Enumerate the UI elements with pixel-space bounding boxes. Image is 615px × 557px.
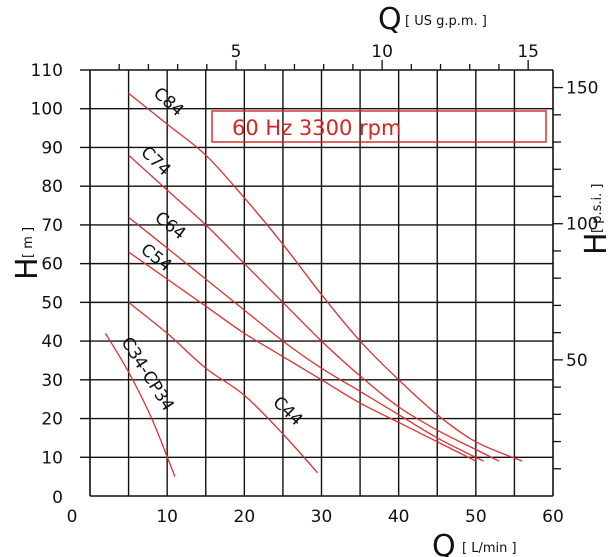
y-tick-label: 40 (41, 332, 63, 352)
curve-label-c84: C84 (149, 84, 187, 121)
y-axis-unit: [ m ] (21, 227, 36, 258)
y2-tick-label: 150 (566, 79, 598, 99)
y-tick-label: 70 (41, 216, 63, 236)
x-tick-label: 20 (234, 507, 256, 527)
y-tick-label: 30 (41, 371, 63, 391)
y-tick-label: 60 (41, 255, 63, 275)
curve-c74 (128, 154, 500, 462)
y-tick-label: 20 (41, 410, 63, 430)
curve-label-c34-cp34: C34-CP34 (117, 334, 178, 415)
y2-axis-symbol: H (579, 232, 614, 255)
y-axis-title: H [ m ] (10, 227, 45, 280)
x-tick-label: 0 (67, 507, 78, 527)
x2-axis-title: Q [ US g.p.m. ] (378, 2, 487, 37)
y-tick-label: 100 (31, 100, 63, 120)
y-tick-label: 50 (41, 293, 63, 313)
curve-c54 (128, 251, 477, 462)
banner-box (211, 110, 547, 143)
curve-label-c74: C74 (136, 143, 174, 181)
x2-axis-symbol: Q (378, 2, 402, 37)
x-axis-unit: [ L/min ] (462, 541, 517, 556)
banner-text: 60 Hz 3300 rpm (232, 116, 401, 140)
x2-tick-label: 10 (371, 42, 393, 62)
x-axis-symbol: Q (432, 529, 456, 557)
x2-axis-unit: [ US g.p.m. ] (405, 14, 487, 29)
axis-ticks: 0 10 20 30 40 50 60 0 10 20 30 40 50 60 70 80 90 100 110 5 1… (31, 42, 599, 527)
curve-c84 (128, 92, 523, 462)
banner: 60 Hz 3300 rpm (211, 110, 547, 143)
plot-frame (89, 69, 554, 497)
y-tick-label: 110 (31, 61, 63, 81)
y-axis-symbol: H (10, 257, 45, 280)
x-axis-title: Q [ L/min ] (432, 529, 517, 557)
curve-c34-cp34 (104, 332, 176, 477)
y2-axis-unit: [ p.s.i. ] (590, 184, 605, 233)
y2-axis-title: H [ p.s.i. ] (579, 184, 614, 255)
y2-tick-label: 50 (566, 351, 588, 371)
y-tick-label: 90 (41, 138, 63, 158)
x-tick-label: 60 (542, 507, 564, 527)
y-tick-label: 0 (52, 488, 63, 508)
x2-tick-label: 5 (231, 42, 242, 62)
x2-tick-label: 15 (517, 42, 539, 62)
x-tick-label: 30 (311, 507, 333, 527)
y2-tick-label: 100 (566, 215, 598, 235)
y-tick-label: 10 (41, 448, 63, 468)
y-tick-label: 80 (41, 177, 63, 197)
curves (104, 92, 523, 477)
curve-c44 (128, 301, 319, 474)
curve-c64 (128, 216, 484, 462)
x-tick-label: 10 (156, 507, 178, 527)
x-tick-label: 50 (465, 507, 487, 527)
x-tick-label: 40 (388, 507, 410, 527)
